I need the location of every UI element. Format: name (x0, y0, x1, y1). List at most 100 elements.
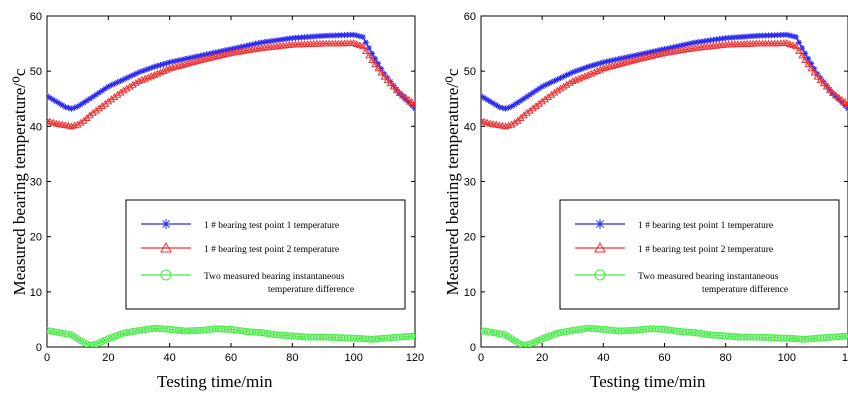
legend-marker-1 (161, 219, 171, 229)
x-tick-label: 40 (597, 352, 609, 364)
series-1-point (581, 64, 588, 71)
x-tick-label: 100 (778, 352, 796, 364)
series-1-point (264, 38, 271, 45)
series-1-point (673, 43, 680, 50)
series-3-point (498, 330, 506, 338)
series-2-point (395, 89, 404, 97)
series-2-point (571, 75, 580, 83)
series-1-point (545, 80, 552, 87)
series-1-point (783, 31, 790, 38)
series-1-point (249, 41, 256, 48)
series-1-point (832, 93, 839, 100)
legend-label-3: temperature difference (702, 284, 788, 295)
series-2-point (47, 117, 54, 125)
x-tick-label: 100 (344, 352, 362, 364)
series-2-point (47, 116, 51, 124)
series-1-point (313, 33, 320, 40)
series-1-point (737, 33, 744, 40)
series-1-point (359, 33, 366, 40)
series-3-point (110, 333, 118, 341)
series-1-point (304, 33, 311, 40)
series-2-point (801, 56, 810, 64)
series-1-point (215, 48, 222, 55)
series-3-point (544, 333, 552, 341)
series-2-point (792, 42, 800, 50)
series-1-point (780, 31, 787, 38)
series-2-point (584, 70, 592, 78)
x-tick-label: 12 (842, 352, 848, 364)
series-2-point (804, 60, 813, 68)
series-2-point (355, 41, 364, 49)
series-1-point (517, 97, 524, 104)
legend-label-1: 1 # bearing test point 1 temperature (204, 221, 339, 231)
series-2-point (825, 85, 834, 93)
series-1-point (600, 59, 607, 66)
legend-label-3: Two measured bearing instantaneous (638, 272, 779, 282)
series-1-point (47, 94, 54, 101)
series-3-point (89, 341, 97, 347)
series-2-point (138, 75, 146, 83)
series-1-point (86, 95, 93, 102)
series-1-point (136, 69, 142, 76)
series-2-point (596, 65, 605, 73)
series-1-point (90, 93, 96, 100)
series-1-point (557, 75, 564, 82)
y-tick-label: 20 (464, 232, 476, 244)
series-1-point (505, 104, 512, 111)
plot-panel-2: 0 10 20 30 40 50 60 0 20 40 60 80 100 12 1 # bearing t… (464, 11, 848, 364)
series-1-point (274, 37, 280, 44)
y-tick-label: 10 (464, 287, 476, 299)
y-tick-label: 40 (464, 121, 476, 133)
series-2-point (819, 79, 828, 87)
series-1-point (71, 104, 78, 111)
series-1-point (789, 33, 796, 40)
series-1-point (402, 96, 409, 103)
series-2-point (125, 82, 134, 90)
legend-label-2: 1 # bearing test point 2 temperature (638, 245, 773, 255)
y-tick-label: 30 (464, 177, 476, 189)
series-1-point (353, 32, 360, 39)
series-1-point (704, 37, 711, 44)
series-1-point (615, 56, 622, 63)
legend-marker-2 (594, 241, 606, 253)
series-1-point (728, 34, 735, 41)
x-tick-label: 120 (406, 352, 424, 364)
series-1-point (139, 68, 146, 75)
series-2-point (401, 93, 410, 101)
series-1-point (734, 34, 741, 41)
series-2-point (844, 100, 848, 108)
y-axis-label-left: Measured bearing temperature/⁰c (10, 68, 29, 296)
series-1-point (356, 33, 363, 40)
series-1-point (487, 98, 494, 105)
series-1-point (637, 51, 644, 58)
series-2-point (144, 73, 153, 81)
series-1-point (83, 97, 90, 104)
series-1-point (320, 32, 326, 39)
series-1-point (366, 44, 372, 51)
series-1-point (240, 43, 247, 50)
x-tick-label: 20 (102, 352, 114, 364)
series-1-point (747, 33, 754, 40)
series-1-point (182, 56, 188, 63)
legend: 1 # bearing test point 1 temperature 1 # … (559, 199, 840, 310)
series-2-point (119, 86, 128, 94)
series-1-point (554, 76, 561, 83)
series-1-point (246, 42, 253, 49)
series-1-point (316, 33, 323, 40)
series-2-point (73, 120, 82, 128)
series-1-point (526, 91, 533, 98)
series-2-point (587, 69, 595, 77)
series-2-point (834, 93, 843, 101)
series-1-point (166, 59, 173, 66)
series-1-point (719, 35, 726, 42)
series-1-point (689, 40, 696, 47)
series-1-point (741, 33, 748, 40)
series-2-point (122, 84, 131, 92)
series-1-point (643, 50, 650, 57)
series-3-point (64, 330, 72, 338)
series-1-point (212, 49, 219, 56)
series-1-point (237, 44, 244, 51)
series-1-point (560, 73, 567, 80)
series-1-point (369, 50, 376, 57)
series-1-point (679, 42, 686, 49)
